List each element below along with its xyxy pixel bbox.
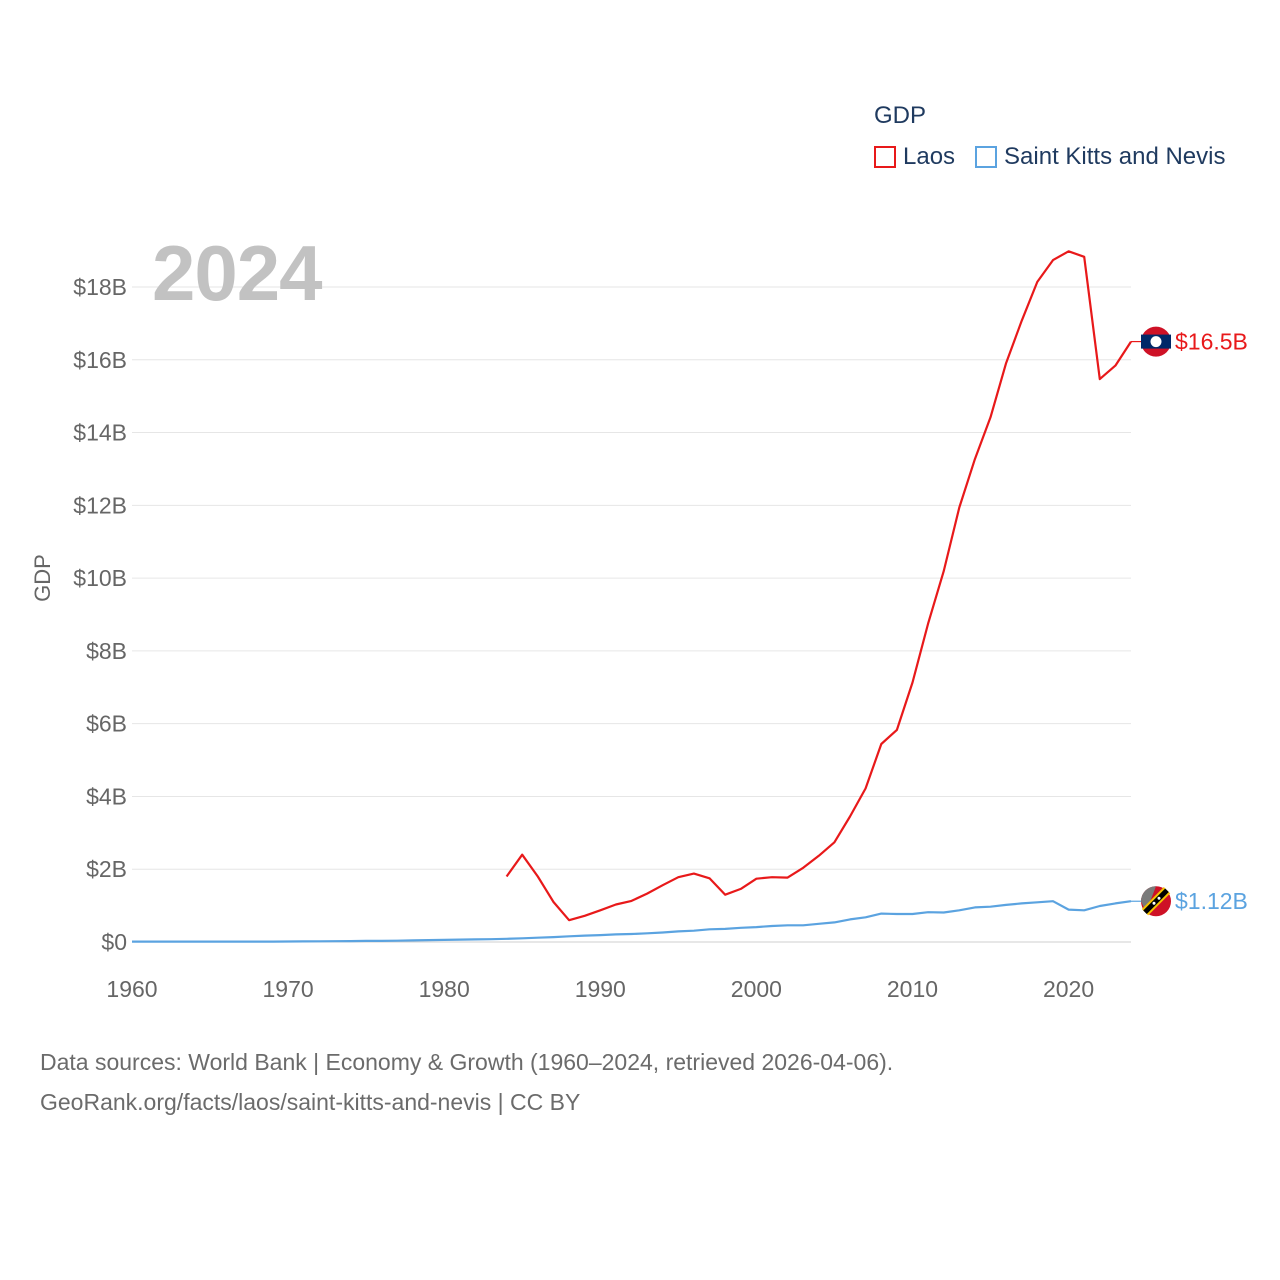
x-tick-label: 1980: [419, 976, 470, 1002]
y-tick-label: $2B: [86, 856, 127, 882]
legend-title: GDP: [874, 102, 927, 129]
x-tick-label: 1990: [575, 976, 626, 1002]
y-tick-label: $4B: [86, 783, 127, 809]
footer-sources: Data sources: World Bank | Economy & Gro…: [40, 1049, 894, 1075]
legend: Laos Saint Kitts and Nevis: [874, 143, 1245, 171]
end-value-label-saint-kitts-and-nevis: $1.12B: [1175, 888, 1248, 914]
x-tick-label: 2010: [887, 976, 938, 1002]
y-tick-label: $18B: [73, 274, 127, 300]
legend-item-laos[interactable]: Laos: [874, 143, 955, 171]
footer: Data sources: World Bank | Economy & Gro…: [40, 1042, 893, 1122]
y-tick-label: $6B: [86, 711, 127, 737]
current-year-label: 2024: [152, 229, 323, 317]
series-line-laos: [505, 250, 1132, 922]
y-axis-title: GDP: [30, 554, 55, 602]
legend-item-saint-kitts-and-nevis[interactable]: Saint Kitts and Nevis: [975, 143, 1225, 171]
series-line-saint-kitts-and-nevis: [132, 900, 1132, 943]
legend-label-saint-kitts-and-nevis: Saint Kitts and Nevis: [1004, 143, 1226, 170]
legend-label-laos: Laos: [903, 143, 956, 170]
y-tick-label: $14B: [73, 420, 127, 446]
end-value-label-laos: $16.5B: [1175, 329, 1248, 355]
y-tick-label: $12B: [73, 492, 127, 518]
x-tick-label: 2000: [731, 976, 782, 1002]
y-tick-label: $8B: [86, 638, 127, 664]
flag-icon-laos: [1141, 326, 1171, 357]
x-tick-label: 1960: [106, 976, 157, 1002]
legend-swatch-saint-kitts-and-nevis: [975, 146, 998, 168]
x-tick-label: 2020: [1043, 976, 1094, 1002]
y-tick-label: $16B: [73, 347, 127, 373]
flag-icon-saint-kitts-and-nevis: [1141, 886, 1171, 917]
y-tick-label: $10B: [73, 565, 127, 591]
footer-link[interactable]: GeoRank.org/facts/laos/saint-kitts-and-n…: [40, 1089, 581, 1115]
x-tick-label: 1970: [263, 976, 314, 1002]
legend-swatch-laos: [874, 146, 896, 168]
y-tick-label: $0: [101, 929, 127, 955]
